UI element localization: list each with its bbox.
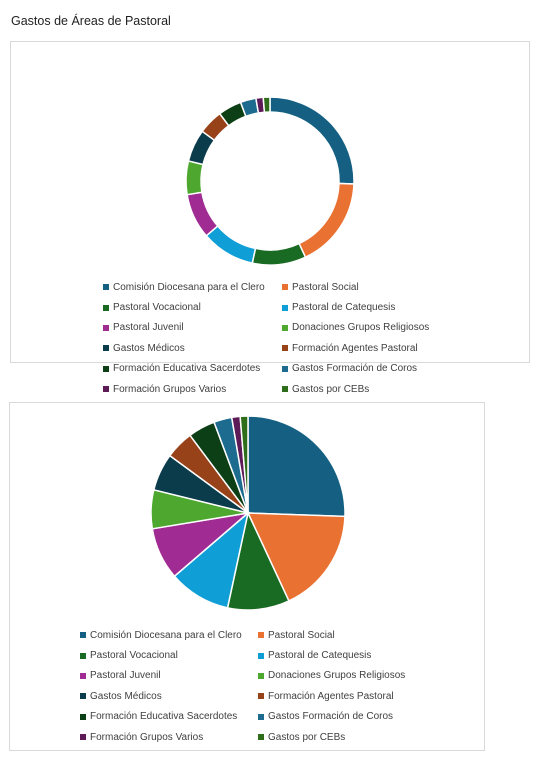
legend-swatch — [282, 304, 288, 311]
legend-label: Donaciones Grupos Religiosos — [292, 322, 430, 334]
legend-swatch — [103, 324, 109, 331]
donut-slice-pastoral-social[interactable] — [298, 182, 355, 259]
donut-legend-item-donaciones-grupos-religiosos[interactable]: Donaciones Grupos Religiosos — [282, 318, 442, 338]
legend-label: Gastos Médicos — [113, 342, 185, 354]
legend-label: Comisión Diocesana para el Clero — [113, 281, 265, 293]
legend-swatch — [258, 652, 264, 659]
pie-legend-item-donaciones-grupos-religiosos[interactable]: Donaciones Grupos Religiosos — [258, 666, 418, 686]
legend-label: Pastoral Social — [268, 629, 335, 641]
legend-swatch — [258, 713, 264, 720]
donut-slice-pastoral-vocacional[interactable] — [251, 242, 307, 266]
donut-legend-item-pastoral-juvenil[interactable]: Pastoral Juvenil — [103, 318, 282, 338]
pie-legend-item-pastoral-vocacional[interactable]: Pastoral Vocacional — [80, 645, 258, 665]
donut-legend-item-pastoral-de-catequesis[interactable]: Pastoral de Catequesis — [282, 297, 442, 317]
legend-label: Gastos por CEBs — [292, 383, 370, 395]
legend-label: Formación Grupos Varios — [90, 731, 204, 743]
pie-legend-item-gastos-formacion-de-coros[interactable]: Gastos Formación de Coros — [258, 707, 418, 727]
donut-legend-item-gastos-formacion-de-coros[interactable]: Gastos Formación de Coros — [282, 359, 442, 379]
legend-swatch — [80, 693, 86, 700]
donut-legend-item-pastoral-social[interactable]: Pastoral Social — [282, 277, 442, 297]
pie-chart[interactable] — [10, 403, 486, 752]
pie-legend: Comisión Diocesana para el Clero Pastoral… — [80, 625, 418, 747]
pie-legend-item-pastoral-juvenil[interactable]: Pastoral Juvenil — [80, 666, 258, 686]
pie-legend-item-gastos-medicos[interactable]: Gastos Médicos — [80, 686, 258, 706]
pie-slice-pastoral-social[interactable] — [246, 512, 346, 602]
donut-chart[interactable] — [11, 42, 531, 364]
donut-chart-container[interactable]: Comisión Diocesana para el Clero Pastoral… — [10, 41, 531, 395]
legend-label: Donaciones Grupos Religiosos — [268, 670, 406, 682]
donut-legend-item-formacion-agentes-pastoral[interactable]: Formación Agentes Pastoral — [282, 338, 442, 358]
legend-label: Formación Agentes Pastoral — [292, 342, 418, 354]
donut-legend: Comisión Diocesana para el Clero Pastoral… — [103, 277, 442, 399]
donut-slice-gastos-por-cebs[interactable] — [262, 96, 271, 114]
pie-chart-container[interactable]: Comisión Diocesana para el Clero Pastoral… — [9, 402, 485, 751]
legend-label: Pastoral de Catequesis — [268, 650, 372, 662]
pie-legend-item-comision-diocesana-para-el-clero[interactable]: Comisión Diocesana para el Clero — [80, 625, 258, 645]
page-title: Gastos de Áreas de Pastoral — [11, 14, 171, 28]
legend-label: Gastos Formación de Coros — [268, 711, 394, 723]
legend-swatch — [80, 713, 86, 720]
pie-legend-item-pastoral-de-catequesis[interactable]: Pastoral de Catequesis — [258, 645, 418, 665]
legend-swatch — [258, 672, 264, 679]
pie-legend-item-formacion-agentes-pastoral[interactable]: Formación Agentes Pastoral — [258, 686, 418, 706]
legend-swatch — [258, 734, 264, 741]
pie-slice-gastos-por-cebs[interactable] — [239, 415, 249, 514]
legend-swatch — [103, 345, 109, 352]
legend-label: Pastoral Juvenil — [113, 322, 184, 334]
legend-swatch — [282, 345, 288, 352]
legend-label: Pastoral Social — [292, 281, 359, 293]
donut-legend-item-gastos-medicos[interactable]: Gastos Médicos — [103, 338, 282, 358]
pie-legend-item-formacion-educativa-sacerdotes[interactable]: Formación Educativa Sacerdotes — [80, 707, 258, 727]
legend-swatch — [80, 652, 86, 659]
legend-label: Formación Educativa Sacerdotes — [90, 711, 238, 723]
legend-swatch — [282, 324, 288, 331]
legend-label: Formación Agentes Pastoral — [268, 690, 394, 702]
legend-swatch — [258, 693, 264, 700]
legend-swatch — [80, 632, 86, 639]
legend-swatch — [282, 284, 288, 291]
legend-label: Pastoral Vocacional — [113, 302, 201, 314]
legend-swatch — [80, 672, 86, 679]
legend-label: Pastoral de Catequesis — [292, 302, 396, 314]
donut-slice-comision-diocesana-para-el-clero[interactable] — [269, 96, 355, 185]
donut-legend-item-formacion-grupos-varios[interactable]: Formación Grupos Varios — [103, 379, 282, 399]
legend-label: Gastos por CEBs — [268, 731, 346, 743]
donut-legend-item-gastos-por-cebs[interactable]: Gastos por CEBs — [282, 379, 442, 399]
pie-slice-comision-diocesana-para-el-clero[interactable] — [247, 415, 346, 518]
legend-swatch — [258, 632, 264, 639]
donut-legend-item-comision-diocesana-para-el-clero[interactable]: Comisión Diocesana para el Clero — [103, 277, 282, 297]
legend-label: Comisión Diocesana para el Clero — [90, 629, 242, 641]
legend-label: Pastoral Vocacional — [90, 650, 178, 662]
legend-label: Formación Educativa Sacerdotes — [113, 363, 261, 375]
donut-legend-item-formacion-educativa-sacerdotes[interactable]: Formación Educativa Sacerdotes — [103, 359, 282, 379]
legend-swatch — [103, 365, 109, 372]
legend-swatch — [103, 386, 109, 393]
legend-swatch — [282, 386, 288, 393]
donut-slice-donaciones-grupos-religiosos[interactable] — [185, 160, 204, 196]
donut-slice-pastoral-juvenil[interactable] — [186, 191, 219, 237]
legend-label: Gastos Formación de Coros — [292, 363, 418, 375]
pie-legend-item-formacion-grupos-varios[interactable]: Formación Grupos Varios — [80, 727, 258, 747]
donut-slice-pastoral-de-catequesis[interactable] — [205, 224, 257, 265]
legend-label: Gastos Médicos — [90, 690, 162, 702]
legend-swatch — [282, 365, 288, 372]
pie-legend-item-pastoral-social[interactable]: Pastoral Social — [258, 625, 418, 645]
legend-swatch — [103, 284, 109, 291]
donut-legend-item-pastoral-vocacional[interactable]: Pastoral Vocacional — [103, 297, 282, 317]
pie-legend-item-gastos-por-cebs[interactable]: Gastos por CEBs — [258, 727, 418, 747]
legend-label: Pastoral Juvenil — [90, 670, 161, 682]
legend-label: Formación Grupos Varios — [113, 383, 227, 395]
legend-swatch — [80, 734, 86, 741]
legend-swatch — [103, 304, 109, 311]
